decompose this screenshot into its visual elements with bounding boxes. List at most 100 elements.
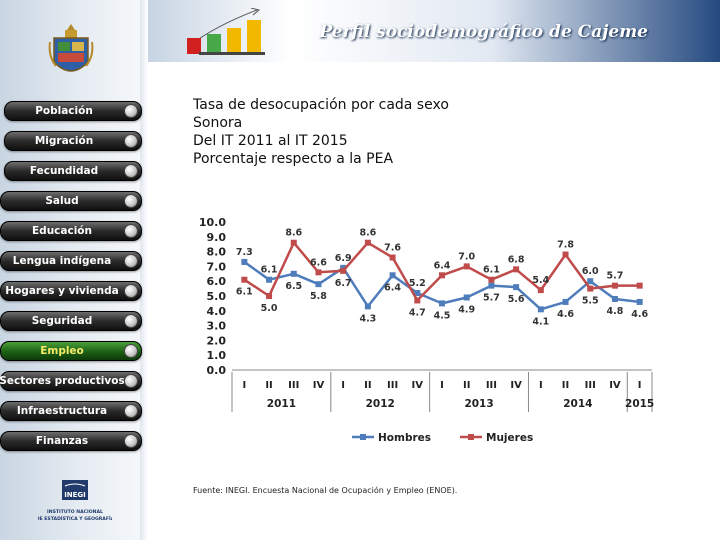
data-label-hombres: 4.3 [359, 313, 376, 324]
data-point-mujeres [414, 297, 421, 304]
legend-marker-hombres [360, 434, 366, 440]
data-point-hombres [241, 258, 248, 265]
data-point-hombres [636, 298, 643, 305]
data-label-mujeres: 5.5 [582, 296, 599, 307]
data-point-mujeres [439, 272, 445, 279]
data-point-mujeres [389, 254, 396, 261]
data-point-mujeres [537, 287, 544, 294]
year-label: 2012 [366, 398, 395, 410]
menu-item-label: Población [35, 105, 93, 117]
data-point-hombres [463, 294, 470, 301]
x-tick-label: III [387, 380, 398, 391]
bar-chart-logo-icon [187, 8, 265, 55]
menu-item-label: Lengua indígena [12, 255, 112, 267]
x-tick-label: II [463, 380, 470, 391]
inegi-name-line-1: INSTITUTO NACIONAL [47, 509, 103, 515]
header-banner: Perfil sociodemográfico de Cajeme [148, 0, 720, 62]
legend-label-mujeres: Mujeres [486, 432, 533, 444]
menu-knob-icon [124, 104, 138, 118]
data-label-mujeres: 6.1 [236, 287, 253, 298]
series-line-mujeres [243, 241, 640, 302]
data-label-hombres: 4.1 [532, 316, 549, 327]
menu-item-label: Migración [34, 135, 94, 147]
y-tick-label: 8.0 [207, 246, 227, 259]
data-point-mujeres [340, 267, 347, 274]
data-point-hombres [266, 276, 273, 283]
x-tick-label: III [585, 380, 596, 391]
y-tick-label: 1.0 [207, 349, 227, 362]
data-label-mujeres: 5.7 [607, 271, 624, 282]
menu-item-label: Infraestructura [16, 405, 108, 417]
menu-item-5[interactable]: Lengua indígena [0, 251, 142, 271]
menu-item-0[interactable]: Población [4, 101, 142, 121]
data-point-mujeres [587, 285, 594, 292]
data-point-mujeres [562, 251, 569, 258]
x-tick-label: IV [609, 380, 621, 391]
data-label-mujeres: 6.6 [310, 257, 327, 268]
data-point-hombres [611, 295, 618, 302]
data-label-hombres: 5.6 [508, 294, 525, 305]
menu-knob-icon [124, 284, 138, 298]
data-label-hombres: 4.6 [631, 309, 648, 320]
year-label: 2013 [464, 398, 493, 410]
menu-knob-icon [124, 254, 138, 268]
legend-label-hombres: Hombres [378, 432, 431, 444]
heading-line-2: Sonora [193, 115, 243, 131]
data-label-mujeres: 7.6 [384, 243, 401, 254]
heading-line-4: Porcentaje respecto a la PEA [193, 151, 394, 167]
data-label-mujeres: 6.7 [335, 278, 352, 289]
x-tick-label: I [242, 380, 246, 391]
data-label-hombres: 7.3 [236, 247, 253, 258]
menu-knob-icon [124, 224, 138, 238]
menu-item-2[interactable]: Fecundidad [4, 161, 142, 181]
menu-item-4[interactable]: Educación [0, 221, 142, 241]
data-label-hombres: 5.8 [310, 291, 327, 302]
data-label-hombres: 6.5 [285, 281, 302, 292]
menu-item-6[interactable]: Hogares y vivienda [0, 281, 142, 301]
menu-item-10[interactable]: Infraestructura [0, 401, 142, 421]
year-label: 2011 [267, 398, 296, 410]
data-point-hombres [537, 306, 544, 313]
data-label-hombres: 6.0 [582, 266, 599, 277]
y-tick-label: 9.0 [207, 231, 227, 244]
menu-item-1[interactable]: Migración [4, 131, 142, 151]
data-point-hombres [414, 290, 421, 297]
inegi-logo: INEGI INSTITUTO NACIONAL DE ESTADÍSTICA … [38, 480, 112, 522]
data-label-hombres: 6.1 [261, 265, 278, 276]
menu-knob-icon [124, 404, 138, 418]
data-point-mujeres [315, 269, 322, 276]
menu-item-label: Educación [32, 225, 92, 237]
data-point-hombres [562, 298, 569, 305]
data-point-hombres [315, 281, 322, 288]
menu-item-3[interactable]: Salud [0, 191, 142, 211]
data-label-mujeres: 5.4 [532, 275, 549, 286]
y-tick-label: 10.0 [199, 216, 226, 229]
data-point-hombres [587, 278, 594, 285]
menu-item-label: Sectores productivos [0, 375, 125, 387]
x-tick-label: II [364, 380, 371, 391]
data-point-hombres [513, 284, 520, 291]
x-tick-label: III [486, 380, 497, 391]
y-tick-label: 2.0 [207, 334, 227, 347]
menu-item-9[interactable]: Sectores productivos [0, 371, 142, 391]
menu-knob-icon [124, 374, 138, 388]
menu-knob-icon [124, 164, 138, 178]
legend-marker-mujeres [468, 434, 474, 440]
data-label-hombres: 5.7 [483, 293, 500, 304]
data-label-mujeres: 6.8 [508, 254, 525, 265]
data-label-hombres: 6.9 [335, 253, 352, 264]
data-point-mujeres [488, 276, 495, 283]
data-label-hombres: 4.9 [458, 304, 475, 315]
data-point-hombres [439, 300, 445, 307]
menu-item-7[interactable]: Seguridad [0, 311, 142, 331]
data-point-hombres [389, 272, 396, 279]
data-label-mujeres: 4.7 [409, 307, 426, 318]
x-tick-label: I [440, 380, 444, 391]
menu-item-label: Seguridad [31, 315, 93, 327]
sonora-seal-icon [48, 24, 94, 72]
menu-item-11[interactable]: Finanzas [0, 431, 142, 451]
data-label-mujeres: 8.6 [359, 228, 376, 239]
menu-item-8[interactable]: Empleo [0, 341, 142, 361]
data-point-mujeres [266, 293, 273, 299]
menu-item-label: Hogares y vivienda [5, 285, 119, 297]
